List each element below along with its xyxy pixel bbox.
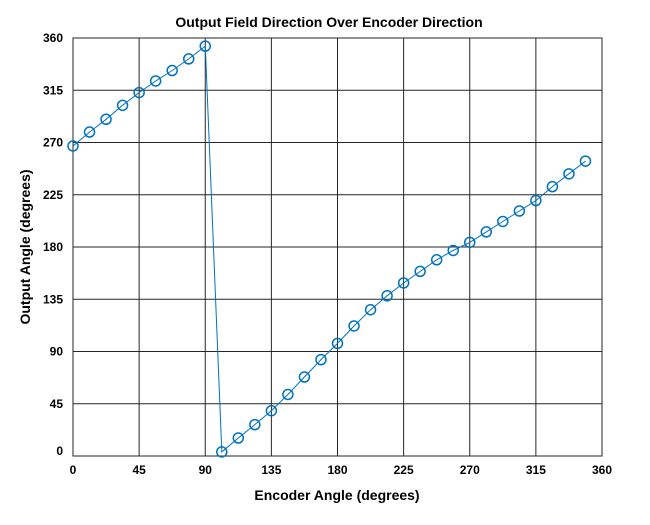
y-tick-label: 90 bbox=[50, 345, 64, 359]
grid bbox=[72, 37, 603, 457]
x-tick-label: 0 bbox=[70, 463, 77, 477]
data-point bbox=[364, 303, 377, 316]
x-axis-label: Encoder Angle (degrees) bbox=[254, 487, 419, 503]
data-point bbox=[282, 388, 294, 401]
data-point bbox=[298, 371, 311, 383]
data-point bbox=[348, 320, 360, 332]
data-point bbox=[83, 126, 96, 138]
x-tick-label: 315 bbox=[526, 463, 546, 477]
y-tick-label: 45 bbox=[50, 397, 64, 411]
x-tick-label: 360 bbox=[592, 463, 612, 477]
y-axis-label: Output Angle (degrees) bbox=[17, 169, 33, 324]
chart-title: Output Field Direction Over Encoder Dire… bbox=[175, 14, 482, 30]
y-tick-label: 360 bbox=[43, 31, 63, 45]
data-point bbox=[216, 446, 228, 458]
data-point bbox=[464, 236, 476, 249]
data-point bbox=[166, 64, 178, 77]
x-tick-label: 135 bbox=[261, 463, 281, 477]
data-point bbox=[199, 40, 211, 52]
data-point bbox=[430, 254, 443, 266]
y-tick-label: 0 bbox=[56, 444, 63, 458]
data-point bbox=[149, 75, 162, 87]
data-point bbox=[513, 205, 526, 217]
data-point bbox=[331, 337, 344, 350]
data-point bbox=[381, 290, 393, 302]
data-point bbox=[249, 418, 261, 431]
data-point bbox=[480, 226, 493, 238]
y-tick-label: 270 bbox=[43, 136, 63, 150]
x-tick-label: 270 bbox=[460, 463, 480, 477]
data-point bbox=[232, 432, 245, 444]
y-tick-label: 135 bbox=[43, 292, 63, 306]
data-point bbox=[133, 86, 145, 99]
tick-labels: 0 45 90 135 180 225 270 315 360 0 45 90 135 180 225 270… bbox=[43, 31, 612, 477]
data-point bbox=[315, 353, 327, 366]
x-tick-label: 90 bbox=[199, 463, 213, 477]
data-point bbox=[579, 155, 592, 167]
y-tick-label: 225 bbox=[43, 188, 63, 202]
data-point bbox=[265, 404, 278, 417]
data-point bbox=[546, 180, 559, 193]
data-point bbox=[397, 277, 410, 289]
data-point bbox=[116, 99, 129, 112]
data-point bbox=[100, 113, 112, 126]
data-point bbox=[447, 244, 459, 257]
data-point bbox=[67, 140, 79, 152]
data-point bbox=[182, 53, 195, 65]
plot-area-border bbox=[72, 37, 603, 457]
data-point bbox=[414, 265, 426, 278]
data-point bbox=[530, 194, 542, 207]
data-point bbox=[563, 168, 575, 180]
data-point bbox=[497, 215, 509, 228]
series bbox=[67, 40, 592, 458]
y-tick-label: 180 bbox=[43, 240, 63, 254]
series-line bbox=[72, 45, 586, 453]
x-tick-label: 45 bbox=[132, 463, 146, 477]
x-tick-label: 225 bbox=[394, 463, 414, 477]
y-tick-label: 315 bbox=[43, 83, 63, 97]
x-tick-label: 180 bbox=[327, 463, 347, 477]
